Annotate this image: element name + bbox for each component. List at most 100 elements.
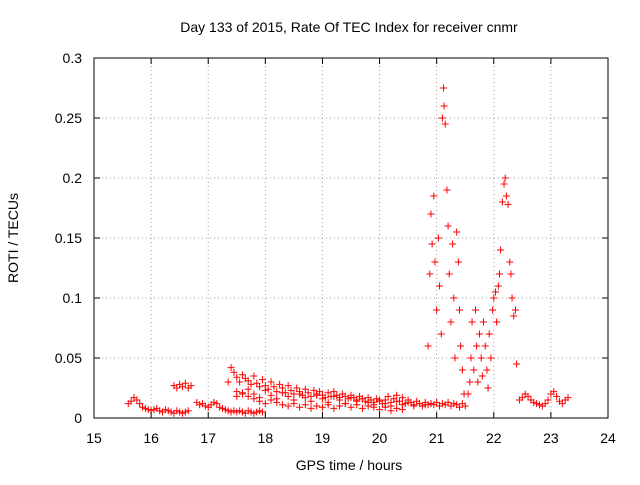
data-point	[381, 400, 389, 408]
data-point	[321, 394, 329, 402]
data-point	[550, 388, 558, 396]
data-point	[430, 192, 438, 200]
data-point	[440, 102, 448, 110]
data-point	[316, 388, 324, 396]
data-point	[233, 392, 241, 400]
data-point	[244, 377, 252, 385]
data-point	[290, 396, 298, 404]
data-point	[196, 401, 204, 409]
data-point	[544, 396, 552, 404]
data-point	[427, 210, 435, 218]
y-tick-label: 0.3	[63, 50, 83, 66]
data-point	[444, 398, 452, 406]
data-point	[139, 403, 147, 411]
data-point	[236, 378, 244, 386]
data-point	[256, 394, 264, 402]
data-point	[353, 397, 361, 405]
x-tick-label: 23	[543, 430, 559, 446]
data-point	[250, 372, 258, 380]
data-point	[210, 398, 218, 406]
data-point	[301, 394, 309, 402]
x-tick-label: 21	[429, 430, 445, 446]
x-tick-label: 24	[600, 430, 616, 446]
data-point	[433, 398, 441, 406]
data-point	[296, 403, 304, 411]
data-point	[476, 330, 483, 338]
data-point	[341, 400, 349, 408]
data-point	[330, 404, 338, 412]
data-point	[470, 366, 478, 374]
data-point	[410, 402, 418, 410]
data-point	[238, 408, 246, 416]
data-point	[161, 406, 169, 414]
data-point	[258, 408, 266, 416]
data-point	[456, 306, 464, 314]
y-tick-label: 0.05	[55, 350, 82, 366]
data-point	[244, 385, 252, 393]
data-point	[250, 409, 258, 417]
data-point	[424, 342, 432, 350]
data-point	[393, 404, 401, 412]
data-point	[401, 400, 409, 408]
data-point	[267, 391, 275, 399]
data-point	[336, 396, 344, 404]
data-point	[293, 384, 301, 392]
data-point	[301, 401, 309, 409]
data-point	[336, 402, 344, 410]
data-point	[445, 270, 453, 278]
data-point	[507, 270, 515, 278]
data-point	[216, 403, 224, 411]
data-point	[541, 400, 549, 408]
data-point	[261, 400, 269, 408]
data-point	[467, 354, 475, 362]
data-point	[344, 395, 352, 403]
y-tick-label: 0.1	[63, 290, 83, 306]
data-point	[441, 120, 449, 128]
data-point	[511, 306, 519, 314]
data-point	[498, 198, 506, 206]
data-point	[370, 401, 378, 409]
data-point	[236, 407, 244, 415]
data-point	[494, 282, 502, 290]
data-point	[179, 383, 187, 391]
data-point	[501, 174, 509, 182]
data-point	[456, 403, 464, 411]
data-point	[173, 384, 181, 392]
data-point	[313, 391, 321, 399]
data-point	[457, 342, 465, 350]
data-point	[434, 234, 442, 242]
data-point	[213, 400, 221, 408]
data-point	[426, 270, 434, 278]
data-point	[436, 282, 444, 290]
data-point	[489, 306, 497, 314]
data-point	[508, 294, 516, 302]
data-point	[450, 294, 458, 302]
data-point	[244, 392, 252, 400]
data-point	[376, 396, 384, 404]
data-point	[224, 378, 232, 386]
data-point	[427, 400, 435, 408]
data-point	[187, 382, 195, 390]
data-point	[244, 407, 252, 415]
data-point	[256, 383, 264, 391]
y-tick-label: 0.2	[63, 170, 83, 186]
data-point	[221, 406, 229, 414]
data-point	[438, 114, 446, 122]
data-point	[264, 385, 272, 393]
data-point	[258, 376, 266, 384]
data-point	[219, 404, 226, 412]
data-point	[466, 378, 474, 386]
y-axis-title: ROTI / TECUs	[5, 193, 21, 283]
x-axis-tick-labels: 15 16 17 18 19 20 21 22 23 24	[86, 430, 616, 446]
data-point	[247, 380, 255, 388]
data-point	[318, 395, 326, 403]
data-point	[461, 402, 469, 410]
data-point	[278, 401, 286, 409]
data-point	[313, 402, 321, 410]
data-point	[506, 258, 514, 266]
data-point	[273, 395, 281, 403]
data-point	[524, 392, 532, 400]
data-point	[518, 394, 526, 402]
data-point	[181, 379, 189, 387]
data-point	[449, 240, 457, 248]
